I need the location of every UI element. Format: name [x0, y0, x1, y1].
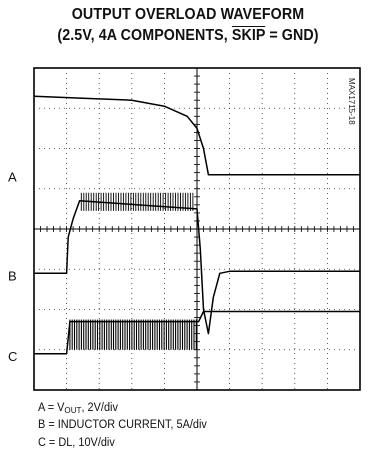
channel-label-b: B: [8, 268, 17, 283]
chart-title-line1: OUTPUT OVERLOAD WAVEFORM: [71, 6, 305, 23]
trace-a: [33, 95, 360, 176]
chart-title-line2: (2.5V, 4A COMPONENTS, SKIP = GND): [15, 27, 361, 45]
trace-b: [34, 200, 360, 335]
trace-b-ripple: [80, 192, 194, 211]
legend-c: C = DL, 10V/div: [38, 437, 115, 449]
channel-label-a: A: [8, 170, 17, 185]
figure-code: MAX1715-18: [347, 78, 356, 125]
legend-a-pre: A = V: [38, 402, 65, 414]
title-part-skip: SKIP: [231, 27, 266, 44]
channel-label-c: C: [8, 349, 17, 364]
trace-c-switching: [69, 319, 197, 350]
title-part-post: = GND): [265, 27, 319, 44]
traces: [33, 95, 360, 355]
legend-a-post: , 2V/div: [81, 402, 118, 414]
legend-a: A = VOUT, 2V/div: [38, 400, 118, 418]
title-part-pre: (2.5V, 4A COMPONENTS,: [57, 27, 232, 44]
legend-a-sub: OUT: [64, 405, 82, 415]
legend-b: B = INDUCTOR CURRENT, 5A/div: [38, 419, 207, 431]
oscilloscope-plot: A B C: [8, 67, 361, 391]
grid: [33, 67, 361, 391]
channel-labels: A B C: [8, 170, 17, 364]
